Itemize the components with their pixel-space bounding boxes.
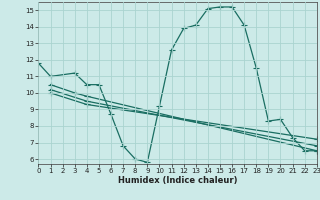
- X-axis label: Humidex (Indice chaleur): Humidex (Indice chaleur): [118, 176, 237, 185]
